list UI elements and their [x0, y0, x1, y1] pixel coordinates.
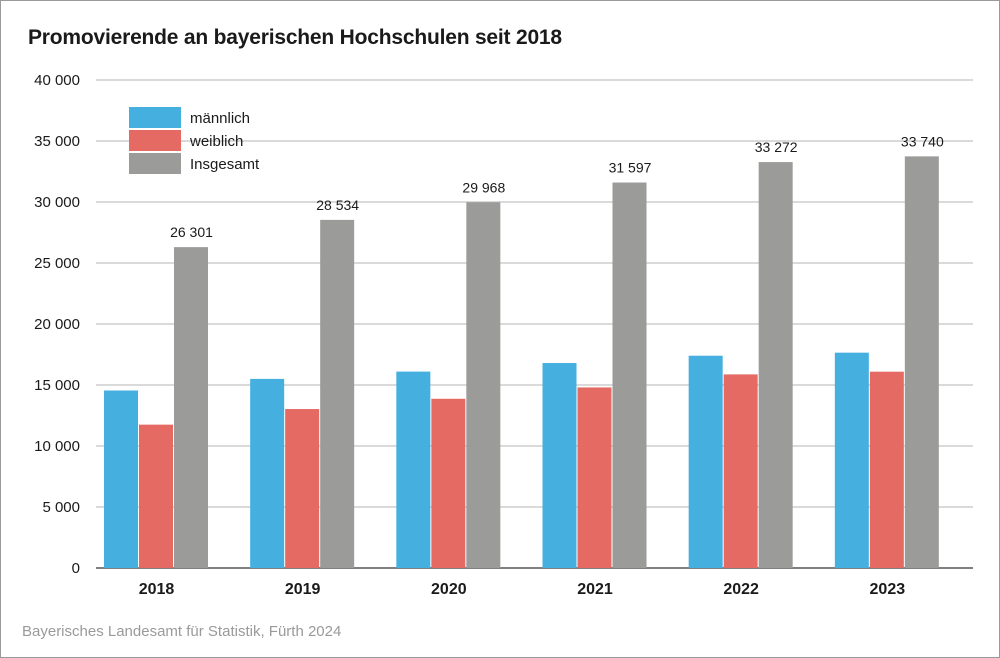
x-tick-label: 2018 — [139, 581, 175, 598]
bar-weiblich-2020 — [431, 398, 466, 568]
data-labels: 26 301 28 534 29 968 31 597 33 272 33 740 — [170, 133, 944, 240]
y-tick-label: 40 000 — [34, 72, 80, 89]
x-tick-label: 2021 — [577, 581, 613, 598]
y-tick-label: 5 000 — [42, 499, 80, 516]
data-label: 31 597 — [609, 160, 652, 176]
bar-insgesamt-2020 — [466, 202, 501, 569]
legend-swatch — [129, 130, 181, 151]
y-tick-label: 15 000 — [34, 377, 80, 394]
bar-insgesamt-2022 — [758, 162, 793, 568]
bar-weiblich-2023 — [869, 371, 904, 568]
y-tick-label: 20 000 — [34, 316, 80, 333]
x-tick-label: 2019 — [285, 581, 321, 598]
legend: männlich weiblich Insgesamt — [129, 107, 260, 174]
legend-label: Insgesamt — [190, 156, 260, 173]
chart-title: Promovierende an bayerischen Hochschulen… — [28, 26, 562, 49]
y-tick-label: 35 000 — [34, 133, 80, 150]
data-label: 29 968 — [462, 179, 505, 195]
bar-männlich-2023 — [834, 352, 869, 568]
legend-label: weiblich — [189, 133, 243, 150]
bar-männlich-2020 — [396, 371, 431, 568]
bar-männlich-2021 — [542, 363, 577, 568]
legend-swatch — [129, 153, 181, 174]
data-label: 33 740 — [901, 133, 944, 149]
x-axis-ticks: 2018 2019 2020 2021 2022 2023 — [139, 581, 906, 598]
y-tick-label: 30 000 — [34, 194, 80, 211]
bar-insgesamt-2021 — [612, 182, 647, 568]
data-label: 28 534 — [316, 197, 359, 213]
x-tick-label: 2023 — [870, 581, 906, 598]
y-tick-label: 10 000 — [34, 438, 80, 455]
data-label: 26 301 — [170, 224, 213, 240]
x-tick-label: 2020 — [431, 581, 467, 598]
bar-insgesamt-2023 — [904, 156, 939, 568]
legend-label: männlich — [190, 110, 250, 127]
x-tick-label: 2022 — [723, 581, 759, 598]
y-axis-ticks: 0 5 000 10 000 15 000 20 000 25 000 30 000 35 0… — [34, 72, 80, 577]
bar-insgesamt-2018 — [174, 247, 208, 568]
bar-weiblich-2021 — [577, 387, 612, 568]
y-tick-label: 0 — [72, 560, 80, 577]
bar-männlich-2019 — [250, 378, 285, 568]
bars — [104, 156, 939, 569]
data-label: 33 272 — [755, 139, 798, 155]
y-tick-label: 25 000 — [34, 255, 80, 272]
bar-weiblich-2019 — [285, 409, 320, 568]
bar-weiblich-2018 — [139, 424, 173, 568]
gridlines — [96, 79, 973, 569]
bar-männlich-2018 — [104, 390, 138, 568]
bar-männlich-2022 — [688, 355, 723, 568]
chart-source: Bayerisches Landesamt für Statistik, Für… — [22, 623, 342, 640]
bar-weiblich-2022 — [723, 374, 758, 568]
legend-swatch — [129, 107, 181, 128]
bar-insgesamt-2019 — [320, 219, 355, 568]
